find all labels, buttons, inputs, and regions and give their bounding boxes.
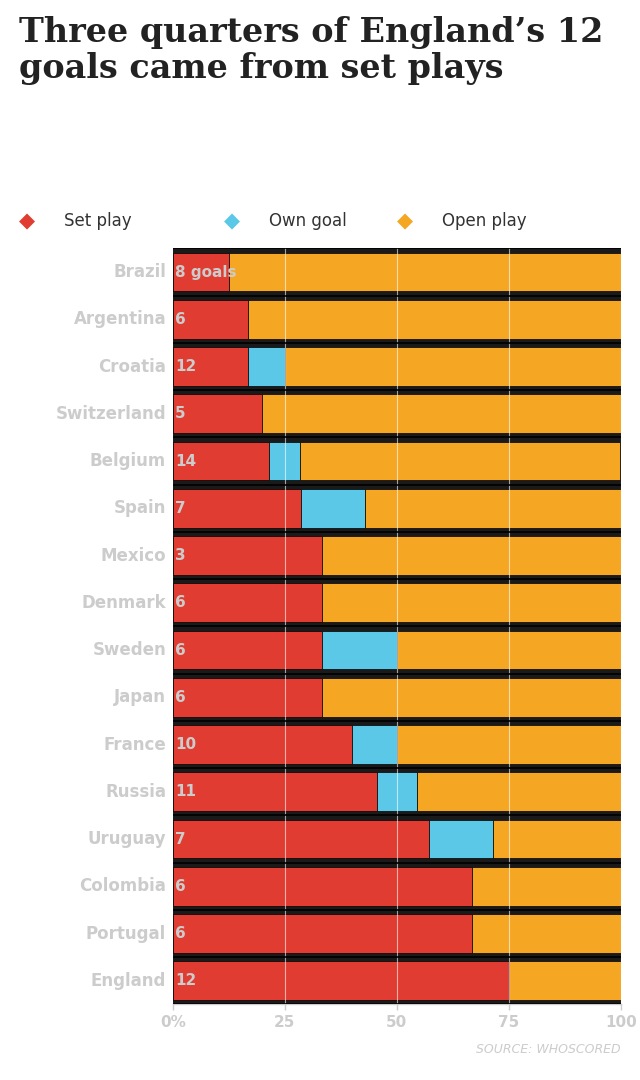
Bar [173,961,509,1000]
Text: 11: 11 [175,784,196,799]
Text: 5: 5 [175,406,186,421]
Bar [322,678,621,717]
Text: Three quarters of England’s 12
goals came from set plays: Three quarters of England’s 12 goals cam… [19,16,604,85]
Bar [173,583,322,622]
Bar [173,442,269,481]
Bar [173,867,472,906]
Text: Colombia: Colombia [79,877,166,895]
Text: 7: 7 [175,832,186,847]
Text: Portugal: Portugal [86,924,166,943]
Text: Switzerland: Switzerland [56,405,166,422]
Bar [322,583,621,622]
Bar [173,820,429,859]
Text: Croatia: Croatia [98,357,166,376]
Text: 6: 6 [175,595,186,610]
Text: Brazil: Brazil [113,264,166,281]
Bar [248,347,285,386]
Bar [269,442,301,481]
Bar [173,678,322,717]
Text: Uruguay: Uruguay [88,831,166,848]
Text: Russia: Russia [105,783,166,800]
Text: Argentina: Argentina [74,310,166,328]
Text: 7: 7 [175,501,186,516]
Text: ◆: ◆ [397,212,413,231]
Text: Belgium: Belgium [90,453,166,470]
Text: France: France [103,735,166,754]
Bar [173,394,262,433]
Bar [173,725,352,764]
Bar [397,631,621,670]
Text: 6: 6 [175,690,186,705]
Text: 12: 12 [175,973,196,988]
Text: Open play: Open play [442,213,526,230]
Text: Own goal: Own goal [269,213,346,230]
Bar [493,820,621,859]
Bar [229,253,621,292]
Bar [301,489,365,528]
Text: 6: 6 [175,643,186,658]
Bar [472,914,621,953]
Bar [173,772,376,811]
Bar [417,772,621,811]
Text: SOURCE: WHOSCORED: SOURCE: WHOSCORED [476,1043,621,1056]
Bar [376,772,417,811]
Bar [173,631,322,670]
Bar [322,631,397,670]
Text: 8 goals: 8 goals [175,265,237,280]
Text: 3: 3 [175,548,186,563]
Text: 6: 6 [175,312,186,327]
Bar [173,253,229,292]
Text: Sweden: Sweden [92,642,166,659]
Bar [173,536,322,575]
Text: 12: 12 [175,359,196,374]
Text: 6: 6 [175,879,186,894]
Text: 10: 10 [175,737,196,752]
Bar [397,725,621,764]
Bar [262,394,621,433]
Bar [472,867,621,906]
Text: Japan: Japan [114,688,166,706]
Bar [173,300,248,339]
Bar [173,347,248,386]
Bar [173,914,472,953]
Bar [285,347,621,386]
Text: Mexico: Mexico [100,546,166,565]
Bar [301,442,620,481]
Bar [173,489,301,528]
Bar [429,820,493,859]
Text: England: England [91,972,166,989]
Text: ◆: ◆ [224,212,240,231]
Bar [322,536,621,575]
Bar [365,489,621,528]
Text: 6: 6 [175,926,186,941]
Bar [509,961,621,1000]
Text: ◆: ◆ [19,212,35,231]
Text: Spain: Spain [114,499,166,517]
Text: 14: 14 [175,454,196,469]
Bar [248,300,621,339]
Bar [352,725,397,764]
Text: Set play: Set play [64,213,132,230]
Text: Denmark: Denmark [81,594,166,611]
